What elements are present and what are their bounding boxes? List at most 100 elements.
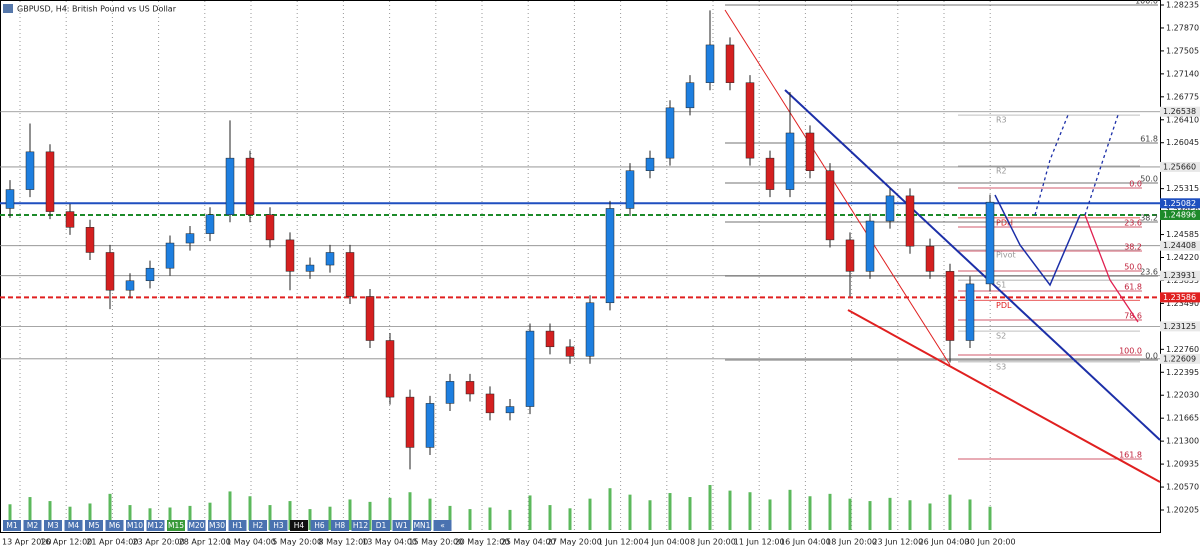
x-tick-label: 13 May 04:00 bbox=[362, 538, 417, 547]
timeframe-label[interactable]: H4 bbox=[294, 521, 305, 530]
volume-bar bbox=[368, 501, 372, 530]
timeframe-button[interactable] bbox=[44, 520, 62, 531]
timeframe-button[interactable] bbox=[413, 520, 431, 531]
timeframe-label[interactable]: « bbox=[440, 521, 445, 530]
candle-body bbox=[565, 346, 575, 357]
timeframe-button[interactable] bbox=[269, 520, 288, 531]
timeframe-label[interactable]: H8 bbox=[335, 521, 346, 530]
timeframe-button[interactable] bbox=[23, 520, 42, 531]
x-tick-label: 16 Apr 12:00 bbox=[40, 538, 92, 547]
timeframe-button[interactable] bbox=[249, 520, 267, 531]
timeframe-button[interactable] bbox=[146, 520, 165, 531]
candle-body bbox=[165, 242, 175, 269]
timeframe-button[interactable] bbox=[208, 520, 226, 531]
timeframe-label[interactable]: MN1 bbox=[414, 521, 431, 530]
volume-bar bbox=[648, 500, 652, 530]
timeframe-button[interactable] bbox=[167, 520, 185, 531]
candle-body bbox=[765, 157, 775, 190]
timeframe-label[interactable]: M30 bbox=[209, 521, 225, 530]
volume-bar bbox=[948, 494, 952, 530]
timeframe-button[interactable] bbox=[433, 520, 452, 531]
x-tick-label: 28 Apr 12:00 bbox=[179, 538, 231, 547]
timeframe-button[interactable] bbox=[85, 520, 103, 531]
timeframe-label[interactable]: H1 bbox=[232, 521, 243, 530]
x-tick-label: 4 Jun 04:00 bbox=[644, 538, 690, 547]
candle-body bbox=[825, 170, 835, 241]
candle-body bbox=[885, 195, 895, 222]
candle-body bbox=[65, 211, 75, 228]
x-tick-label: 26 Jun 04:00 bbox=[919, 538, 970, 547]
timeframe-button[interactable] bbox=[3, 520, 21, 531]
timeframe-button[interactable] bbox=[351, 520, 370, 531]
x-tick-label: 15 May 20:00 bbox=[408, 538, 463, 547]
timeframe-label[interactable]: H6 bbox=[314, 521, 325, 530]
timeframe-label[interactable]: M15 bbox=[168, 521, 184, 530]
y-tick-label: 1.20570 bbox=[1166, 483, 1199, 492]
timeframe-label[interactable]: M20 bbox=[188, 521, 204, 530]
x-tick-label: 1 May 04:00 bbox=[226, 538, 276, 547]
timeframe-label[interactable]: M12 bbox=[147, 521, 163, 530]
volume-bar bbox=[888, 497, 892, 530]
timeframe-button[interactable] bbox=[372, 520, 390, 531]
timeframe-button[interactable] bbox=[105, 520, 124, 531]
y-tick-label: 1.26775 bbox=[1166, 92, 1199, 101]
timeframe-button[interactable] bbox=[290, 520, 308, 531]
candle-body bbox=[265, 214, 275, 241]
timeframe-label[interactable]: M10 bbox=[127, 521, 143, 530]
timeframe-label[interactable]: M4 bbox=[68, 521, 79, 530]
y-tick-label: 1.22030 bbox=[1166, 391, 1199, 400]
projection bbox=[1084, 214, 1139, 323]
fib-label: 38.2 bbox=[1140, 213, 1158, 222]
timeframe-label[interactable]: H2 bbox=[253, 521, 264, 530]
timeframe-label[interactable]: M3 bbox=[47, 521, 58, 530]
timeframe-button[interactable] bbox=[228, 520, 247, 531]
timeframe-label[interactable]: W1 bbox=[395, 521, 407, 530]
timeframe-button[interactable] bbox=[187, 520, 206, 531]
timeframe-label[interactable]: M6 bbox=[109, 521, 120, 530]
volume-bar bbox=[288, 501, 292, 530]
volume-bar bbox=[408, 492, 412, 530]
price-axis: 1.28235 1.27870 1.27505 1.27140 1.26775 1.264… bbox=[1160, 1, 1200, 515]
y-tick-label: 1.26410 bbox=[1166, 115, 1199, 124]
volume-bar bbox=[528, 495, 532, 530]
price-tag bbox=[1160, 321, 1200, 332]
volume-bar bbox=[628, 494, 632, 530]
x-tick-label: 13 Apr 2020 bbox=[2, 538, 51, 547]
fib-label: 0.0 bbox=[1129, 180, 1142, 189]
timeframe-label[interactable]: H3 bbox=[273, 521, 284, 530]
candle-body bbox=[185, 233, 195, 244]
timeframe-button[interactable] bbox=[126, 520, 144, 531]
fib-label: 100.0 bbox=[1135, 0, 1158, 6]
timeframe-button[interactable] bbox=[310, 520, 329, 531]
timeframe-button[interactable] bbox=[331, 520, 349, 531]
candle-body bbox=[145, 267, 155, 282]
volume-bar bbox=[168, 507, 172, 530]
x-tick-label: 5 May 20:00 bbox=[272, 538, 322, 547]
volume-bar bbox=[308, 509, 312, 530]
candle-body bbox=[525, 330, 535, 407]
timeframe-button[interactable] bbox=[64, 520, 83, 531]
x-tick-label: 11 Jun 12:00 bbox=[734, 538, 785, 547]
timeframe-button[interactable] bbox=[392, 520, 411, 531]
x-tick-label: 27 May 20:00 bbox=[547, 538, 602, 547]
timeframe-label[interactable]: M2 bbox=[27, 521, 38, 530]
x-tick-label: 20 May 12:00 bbox=[455, 538, 510, 547]
timeframe-label[interactable]: H12 bbox=[353, 521, 368, 530]
price-tag bbox=[1160, 106, 1200, 117]
timeframe-label[interactable]: M1 bbox=[6, 521, 17, 530]
candle-body bbox=[685, 82, 695, 109]
trend-line bbox=[847, 309, 1161, 483]
candle-body bbox=[645, 157, 655, 171]
y-tick-label: 1.27505 bbox=[1166, 46, 1199, 55]
timeframe-label[interactable]: D1 bbox=[376, 521, 387, 530]
timeframe-label[interactable]: M5 bbox=[88, 521, 99, 530]
volume-bar bbox=[548, 505, 552, 530]
fib-label: 50.0 bbox=[1140, 174, 1158, 183]
pivot-label: R3 bbox=[996, 116, 1007, 125]
fib-label: 50.0 bbox=[1124, 263, 1142, 272]
pivot-label: Pivot bbox=[996, 250, 1016, 259]
candle-body bbox=[5, 189, 15, 209]
projection bbox=[1084, 114, 1119, 216]
x-tick-label: 18 Jun 20:00 bbox=[826, 538, 877, 547]
